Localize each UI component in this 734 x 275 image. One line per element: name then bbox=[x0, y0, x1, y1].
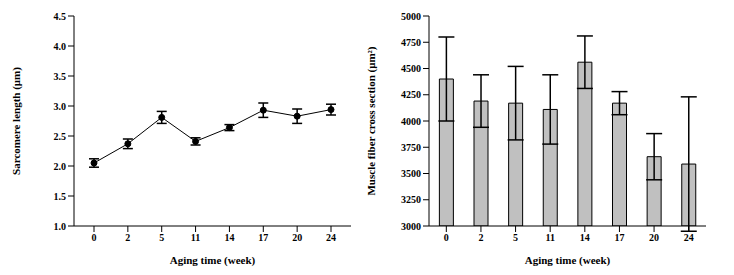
svg-text:1.5: 1.5 bbox=[54, 191, 67, 202]
svg-text:3000: 3000 bbox=[401, 221, 421, 232]
svg-text:4250: 4250 bbox=[401, 89, 421, 100]
svg-text:Sarcomere length (μm): Sarcomere length (μm) bbox=[10, 67, 23, 175]
svg-text:Aging time (week): Aging time (week) bbox=[525, 254, 611, 267]
svg-text:Muscle fiber cross section (μm: Muscle fiber cross section (μm²) bbox=[365, 46, 378, 195]
svg-text:2.0: 2.0 bbox=[54, 161, 67, 172]
svg-text:11: 11 bbox=[545, 232, 554, 243]
svg-text:3500: 3500 bbox=[401, 168, 421, 179]
svg-text:20: 20 bbox=[649, 232, 659, 243]
svg-text:0: 0 bbox=[444, 232, 449, 243]
svg-text:2: 2 bbox=[125, 232, 130, 243]
svg-text:17: 17 bbox=[614, 232, 624, 243]
svg-text:3.5: 3.5 bbox=[54, 71, 67, 82]
svg-text:14: 14 bbox=[224, 232, 234, 243]
svg-text:4000: 4000 bbox=[401, 116, 421, 127]
svg-text:2.5: 2.5 bbox=[54, 131, 67, 142]
svg-text:5000: 5000 bbox=[401, 11, 421, 22]
svg-text:5: 5 bbox=[159, 232, 164, 243]
svg-text:24: 24 bbox=[326, 232, 336, 243]
svg-text:4500: 4500 bbox=[401, 63, 421, 74]
svg-text:14: 14 bbox=[580, 232, 590, 243]
svg-text:24: 24 bbox=[684, 232, 694, 243]
svg-text:0: 0 bbox=[92, 232, 97, 243]
svg-text:4750: 4750 bbox=[401, 37, 421, 48]
svg-text:4.0: 4.0 bbox=[54, 41, 67, 52]
svg-text:3750: 3750 bbox=[401, 142, 421, 153]
svg-text:3.0: 3.0 bbox=[54, 101, 67, 112]
svg-text:17: 17 bbox=[258, 232, 268, 243]
svg-text:1.0: 1.0 bbox=[54, 221, 67, 232]
svg-text:3250: 3250 bbox=[401, 194, 421, 205]
svg-text:4.5: 4.5 bbox=[54, 11, 67, 22]
svg-text:20: 20 bbox=[292, 232, 302, 243]
svg-text:11: 11 bbox=[191, 232, 200, 243]
svg-text:Aging time (week): Aging time (week) bbox=[170, 254, 256, 267]
svg-text:2: 2 bbox=[478, 232, 483, 243]
svg-text:5: 5 bbox=[513, 232, 518, 243]
